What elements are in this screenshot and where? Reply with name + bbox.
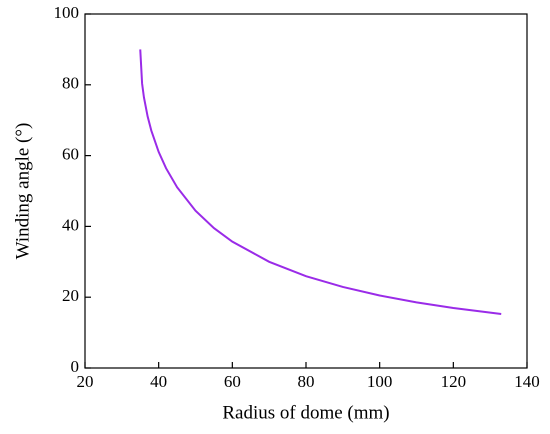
x-tick-label: 120 — [441, 372, 467, 391]
x-tick-label: 140 — [514, 372, 540, 391]
y-tick-label: 20 — [62, 286, 79, 305]
data-line — [139, 49, 502, 315]
y-tick-label: 100 — [54, 3, 80, 22]
y-tick-label: 80 — [62, 74, 79, 93]
x-tick-label: 80 — [298, 372, 315, 391]
x-tick-label: 40 — [150, 372, 167, 391]
y-tick-label: 0 — [71, 357, 80, 376]
x-tick-label: 60 — [224, 372, 241, 391]
y-tick-label: 40 — [62, 215, 79, 234]
x-tick-label: 20 — [77, 372, 94, 391]
x-tick-label: 100 — [367, 372, 393, 391]
y-axis-label: Winding angle (°) — [12, 123, 33, 260]
x-axis-label: Radius of dome (mm) — [222, 402, 389, 423]
plot-frame — [84, 13, 528, 369]
y-tick-label: 60 — [62, 145, 79, 164]
